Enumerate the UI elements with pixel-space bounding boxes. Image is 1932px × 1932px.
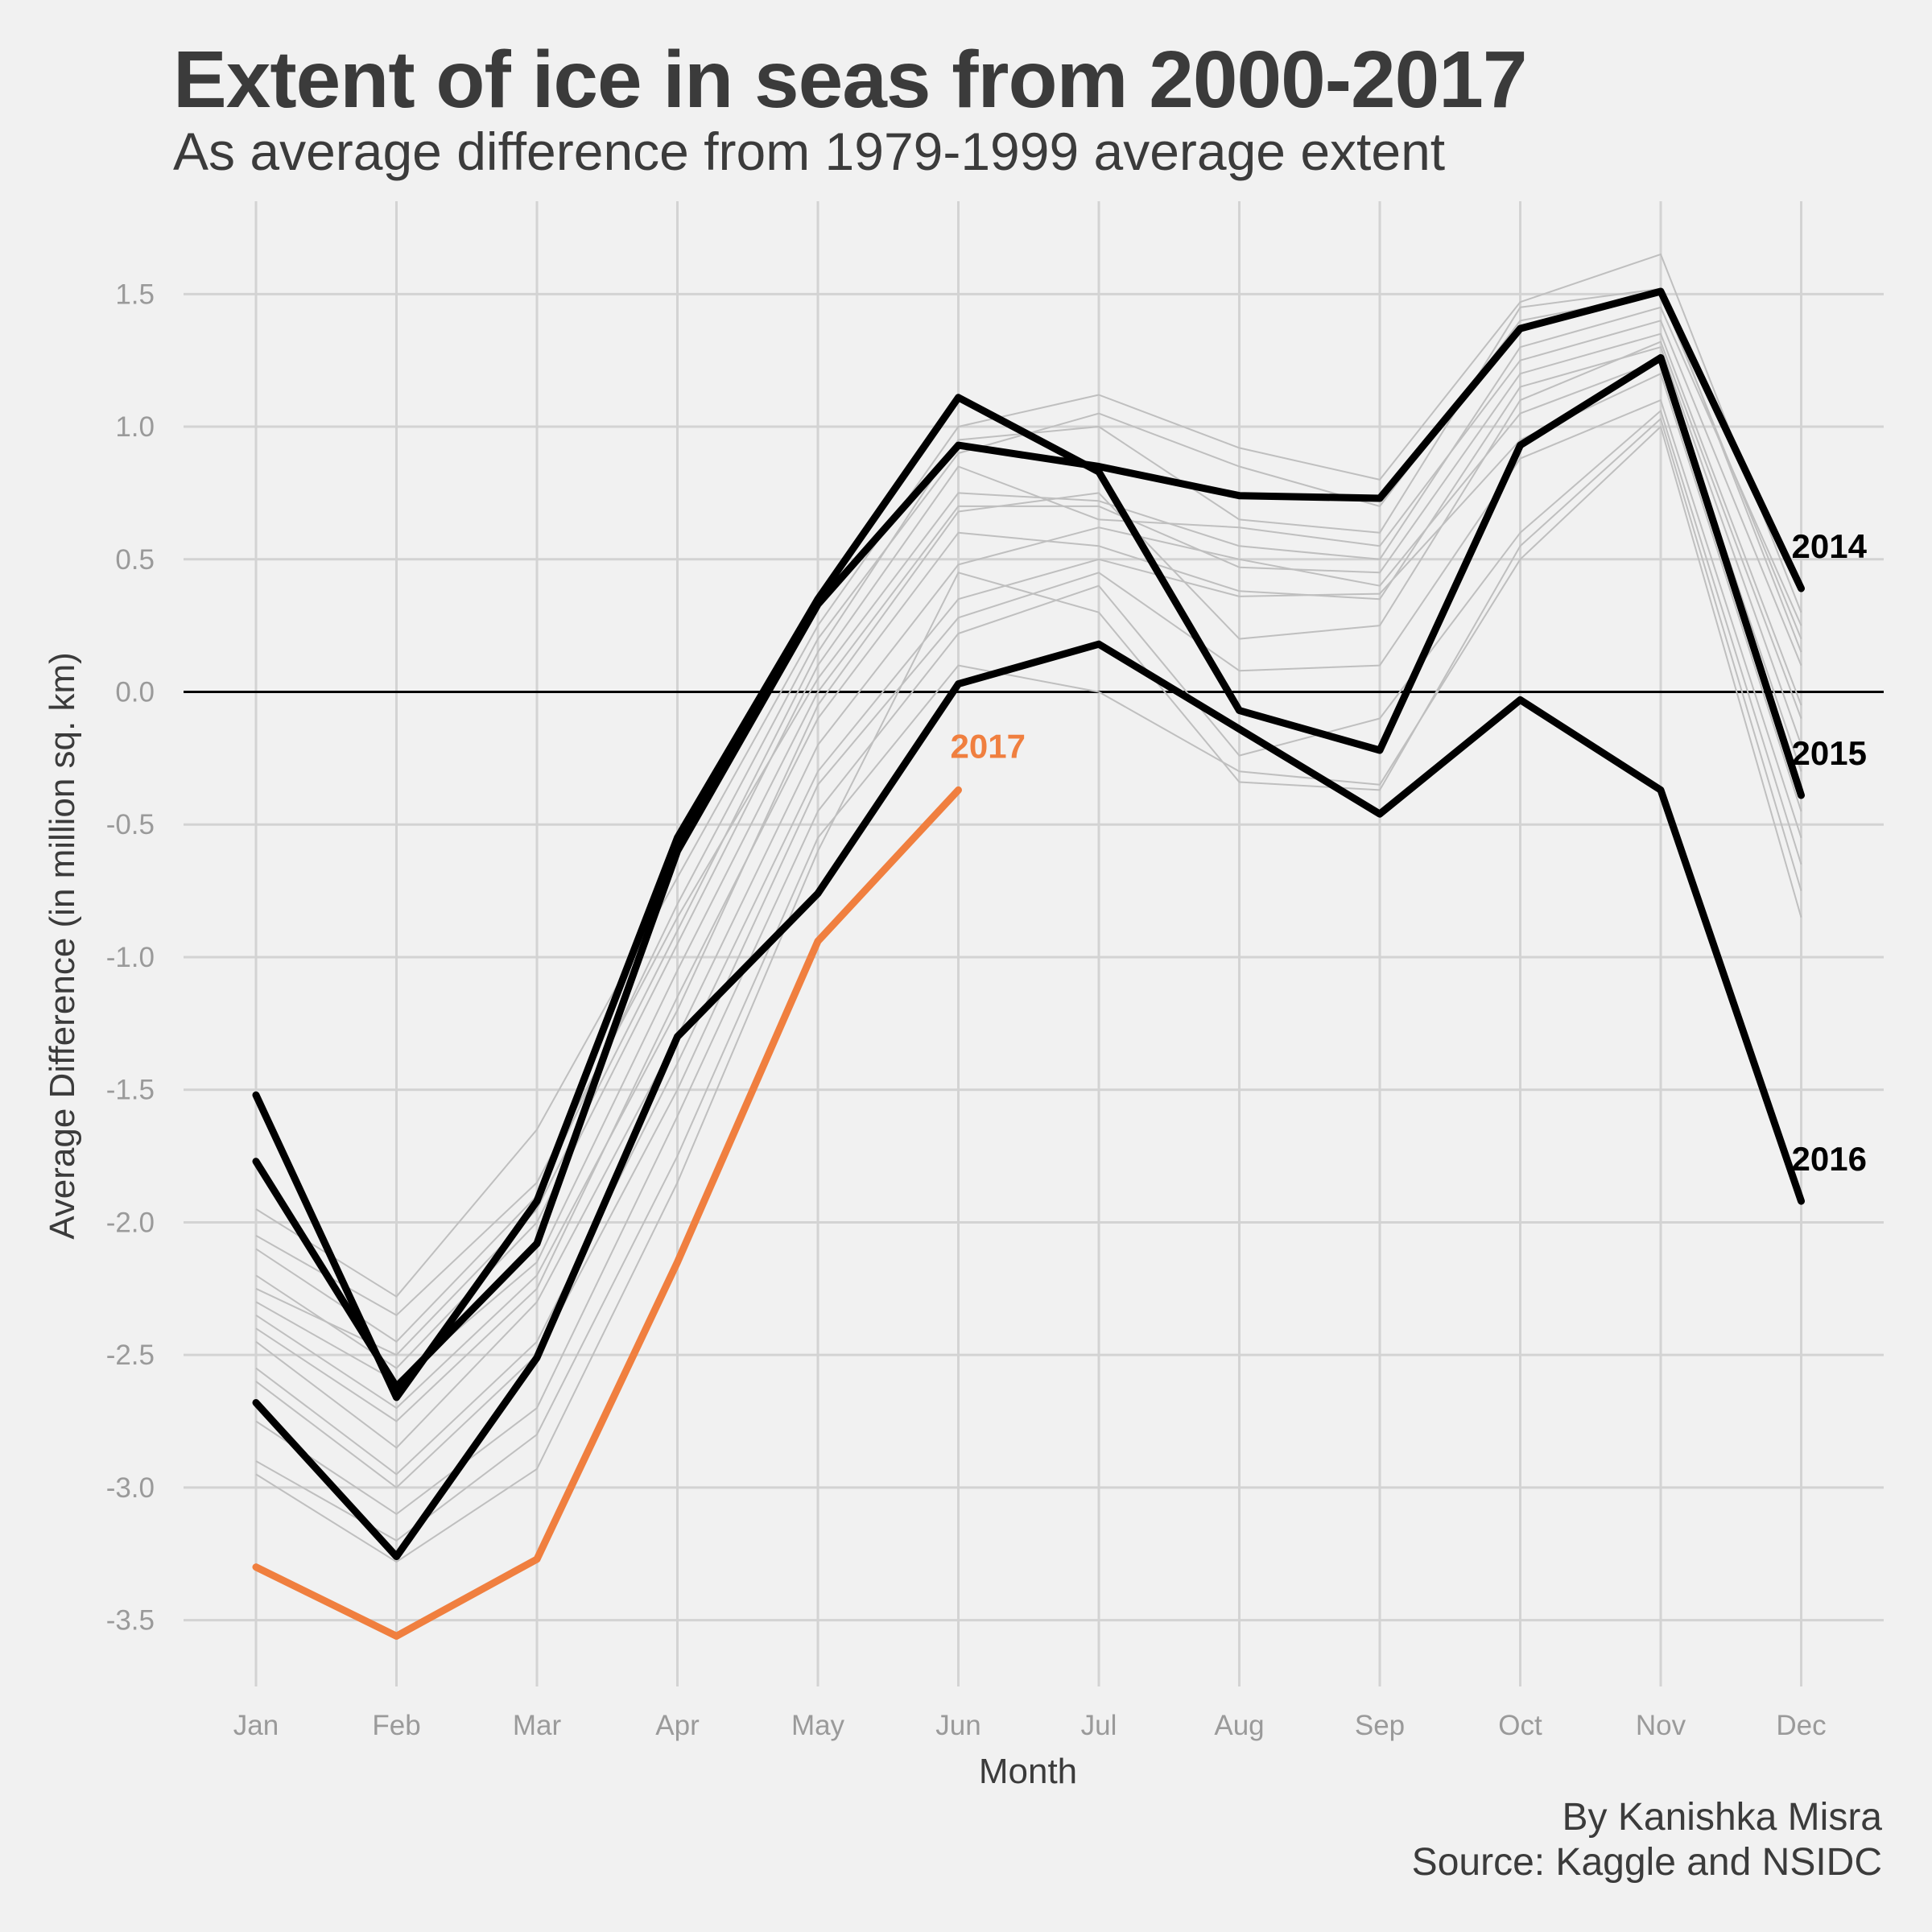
background-series-layer <box>255 253 1802 1563</box>
series-label-2015: 2015 <box>1792 734 1867 772</box>
y-tick-label: 1.5 <box>115 279 155 310</box>
x-tick-label-jul: Jul <box>1081 1710 1117 1741</box>
series-label-2017: 2017 <box>951 727 1026 765</box>
chart-subtitle: As average difference from 1979-1999 ave… <box>173 122 1446 181</box>
background-series-line-6 <box>255 359 1802 1449</box>
background-series-line-1 <box>255 306 1802 1316</box>
background-series-line-5 <box>255 346 1802 1422</box>
gridlines <box>184 201 1884 1686</box>
x-tick-label-jun: Jun <box>935 1710 980 1741</box>
highlighted-series-layer <box>252 287 1805 1640</box>
x-tick-label-may: May <box>791 1710 845 1741</box>
series-label-2016: 2016 <box>1792 1140 1867 1178</box>
background-series-line-8 <box>255 399 1802 1488</box>
x-tick-label-jan: Jan <box>233 1710 279 1741</box>
series-label-2014: 2014 <box>1792 527 1868 565</box>
x-tick-label-aug: Aug <box>1214 1710 1264 1741</box>
background-series-line-2 <box>255 320 1802 1369</box>
background-series-line-13 <box>255 287 1802 1356</box>
series-line-2014 <box>252 287 1805 1391</box>
y-tick-label: -0.5 <box>106 809 155 840</box>
background-series-line-9 <box>255 410 1802 1515</box>
x-tick-label-nov: Nov <box>1636 1710 1686 1741</box>
y-tick-label: 0.5 <box>115 544 155 576</box>
chart-title: Extent of ice in seas from 2000-2017 <box>173 35 1527 125</box>
y-axis-title: Average Difference (in million sq. km) <box>43 652 82 1240</box>
y-tick-label: -2.5 <box>106 1340 155 1371</box>
series-end-labels: 2014 2015 2016 2017 <box>951 527 1868 1178</box>
background-series-line-3 <box>255 332 1802 1383</box>
background-series-line-14 <box>255 341 1802 1410</box>
x-tick-label-apr: Apr <box>655 1710 700 1741</box>
y-tick-label: -3.0 <box>106 1472 155 1504</box>
x-axis-title: Month <box>979 1752 1077 1791</box>
series-line-2016 <box>252 640 1805 1561</box>
x-axis-tick-labels: Jan Feb Mar Apr May Jun Jul Aug Sep Oct Nov Dec <box>233 1710 1827 1741</box>
caption-source: Source: Kaggle and NSIDC <box>1411 1841 1882 1884</box>
caption-author: By Kanishka Misra <box>1562 1796 1882 1839</box>
x-tick-label-oct: Oct <box>1498 1710 1542 1741</box>
y-axis-tick-labels: 1.5 1.0 0.5 0.0 -0.5 -1.0 -1.5 -2.0 -2.5 -3.0 -3.5 <box>106 279 155 1636</box>
background-series-line-12 <box>255 293 1802 1343</box>
x-tick-label-sep: Sep <box>1355 1710 1405 1741</box>
x-tick-label-mar: Mar <box>513 1710 562 1741</box>
y-tick-label: -3.5 <box>106 1605 155 1637</box>
background-series-line-10 <box>255 426 1802 1542</box>
background-series-line-11 <box>255 418 1802 1563</box>
chart-caption: By Kanishka Misra Source: Kaggle and NSI… <box>1412 1795 1882 1885</box>
y-tick-label: -1.5 <box>106 1075 155 1106</box>
y-tick-label: 1.0 <box>115 411 155 443</box>
background-series-line-4 <box>255 253 1802 1298</box>
y-tick-label: -2.0 <box>106 1207 155 1238</box>
y-tick-label: -1.0 <box>106 942 155 973</box>
x-tick-label-feb: Feb <box>372 1710 420 1741</box>
series-line-2017 <box>252 786 962 1640</box>
series-line-2015 <box>252 353 1805 1402</box>
x-tick-label-dec: Dec <box>1776 1710 1826 1741</box>
y-tick-label: 0.0 <box>115 677 155 708</box>
